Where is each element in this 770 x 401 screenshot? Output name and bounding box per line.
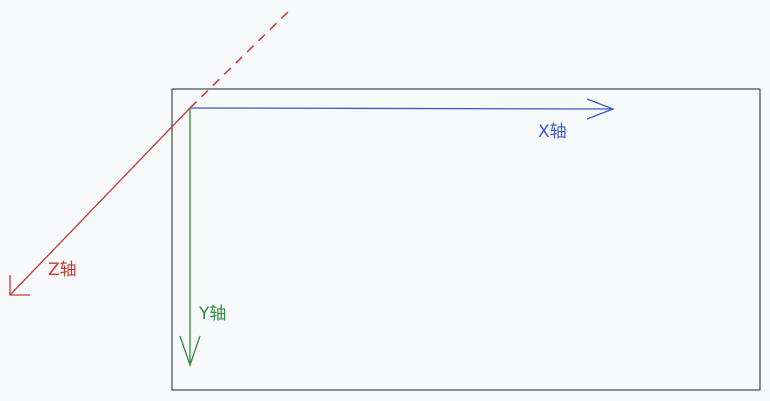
z-axis-line xyxy=(9,107,191,296)
x-axis-line xyxy=(189,107,614,110)
z-axis-arrowhead xyxy=(9,275,30,296)
x-axis-arrowhead xyxy=(586,98,615,120)
y-axis-arrowhead xyxy=(179,335,201,367)
screen-frame xyxy=(171,88,761,391)
z-axis-label: Z轴 xyxy=(48,260,77,280)
y-axis-label: Y轴 xyxy=(198,304,226,324)
z-axis-dashed-segment xyxy=(189,7,293,109)
x-axis-label: X轴 xyxy=(538,122,567,142)
